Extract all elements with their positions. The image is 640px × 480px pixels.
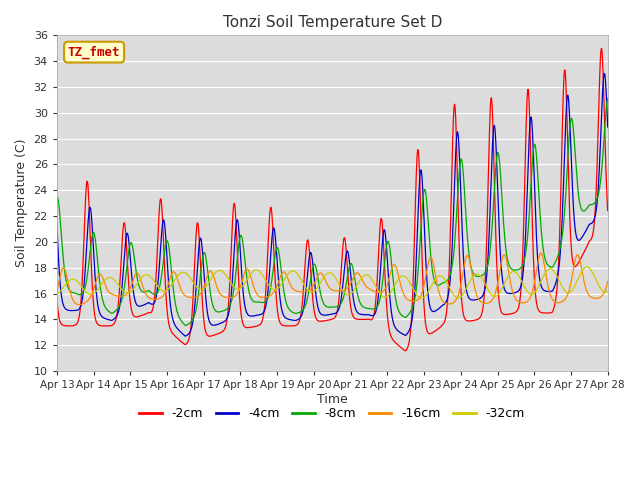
-16cm — [418, 290, 426, 296]
Text: TZ_fmet: TZ_fmet — [68, 46, 120, 59]
-8cm — [604, 96, 612, 102]
-8cm — [237, 233, 245, 239]
-16cm — [53, 288, 61, 294]
-2cm — [175, 337, 183, 343]
-4cm — [53, 220, 61, 226]
-32cm — [418, 295, 426, 301]
-16cm — [604, 278, 612, 284]
-8cm — [53, 195, 61, 201]
-4cm — [162, 237, 170, 243]
-8cm — [490, 193, 498, 199]
-2cm — [53, 295, 61, 300]
-8cm — [539, 241, 547, 247]
-4cm — [604, 124, 612, 130]
Line: -32cm: -32cm — [57, 267, 608, 299]
-16cm — [237, 281, 245, 287]
-2cm — [539, 310, 547, 316]
-2cm — [402, 348, 410, 354]
-2cm — [598, 46, 605, 51]
-32cm — [539, 275, 547, 281]
-2cm — [604, 208, 612, 214]
-4cm — [175, 328, 183, 334]
-32cm — [162, 288, 170, 294]
-8cm — [182, 323, 189, 328]
Line: -4cm: -4cm — [57, 73, 608, 336]
Line: -16cm: -16cm — [57, 253, 608, 304]
Title: Tonzi Soil Temperature Set D: Tonzi Soil Temperature Set D — [223, 15, 442, 30]
-16cm — [490, 294, 498, 300]
-32cm — [237, 285, 245, 290]
-4cm — [539, 286, 547, 292]
-4cm — [182, 333, 189, 339]
-16cm — [75, 301, 83, 307]
-32cm — [175, 271, 183, 277]
-2cm — [418, 254, 426, 260]
-16cm — [539, 255, 547, 261]
-2cm — [237, 310, 245, 316]
-4cm — [418, 175, 426, 180]
-4cm — [237, 265, 245, 271]
-32cm — [418, 296, 426, 301]
-4cm — [490, 123, 498, 129]
-4cm — [600, 71, 608, 76]
-8cm — [162, 240, 170, 246]
-32cm — [490, 294, 498, 300]
-32cm — [604, 288, 612, 294]
-16cm — [163, 287, 170, 293]
-32cm — [53, 291, 61, 297]
Legend: -2cm, -4cm, -8cm, -16cm, -32cm: -2cm, -4cm, -8cm, -16cm, -32cm — [134, 402, 530, 425]
-2cm — [162, 291, 170, 297]
X-axis label: Time: Time — [317, 393, 348, 406]
-2cm — [490, 163, 498, 168]
-8cm — [418, 207, 426, 213]
-16cm — [176, 283, 184, 289]
-16cm — [537, 250, 545, 256]
-8cm — [175, 314, 183, 320]
Line: -2cm: -2cm — [57, 48, 608, 351]
-32cm — [583, 264, 591, 270]
Line: -8cm: -8cm — [57, 99, 608, 325]
Y-axis label: Soil Temperature (C): Soil Temperature (C) — [15, 139, 28, 267]
